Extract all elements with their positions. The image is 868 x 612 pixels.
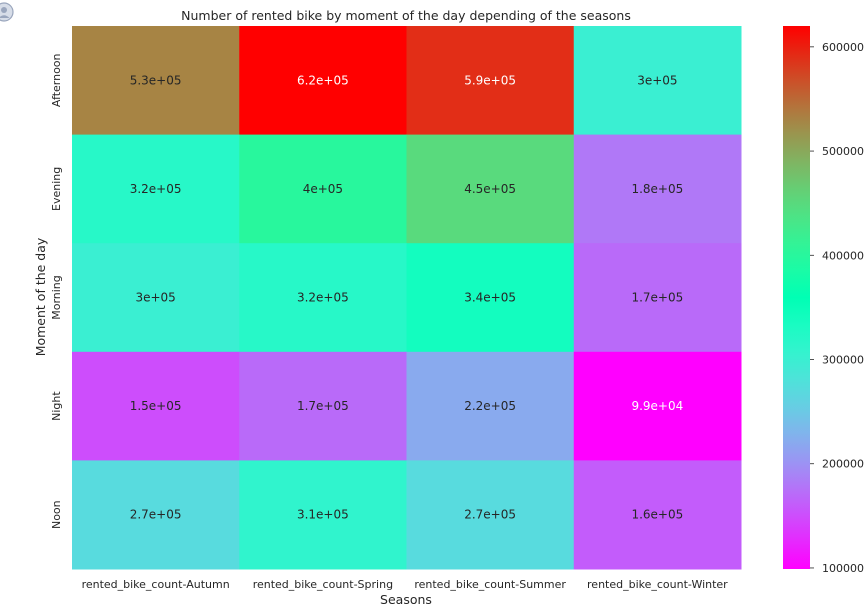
colorbar [783, 26, 810, 569]
cell-annotation: 3.4e+05 [464, 291, 516, 305]
heatmap-cell [72, 351, 240, 461]
heatmap-cell [406, 351, 575, 461]
y-tick-label: Evening [50, 167, 63, 211]
colorbar-tick-labels: 100000 200000 300000 400000 500000 600000 [810, 41, 864, 575]
y-tick-label: Afternoon [50, 53, 63, 107]
heatmap-cell [573, 243, 742, 353]
cell-annotation: 5.3e+05 [130, 73, 182, 87]
cell-annotation: 1.7e+05 [297, 399, 349, 413]
colorbar-tick-label: 300000 [822, 354, 864, 367]
x-tick-label: rented_bike_count-Spring [253, 578, 393, 591]
cell-annotation: 4.5e+05 [464, 182, 516, 196]
colorbar-tick-label: 200000 [822, 458, 864, 471]
y-tick-label: Morning [50, 275, 63, 320]
heatmap-cell [239, 460, 407, 570]
heatmap-cell [406, 460, 575, 570]
cell-annotation: 4e+05 [303, 182, 343, 196]
cell-annotation: 6.2e+05 [297, 73, 349, 87]
heatmap-cell [72, 134, 240, 244]
y-axis-label: Moment of the day [33, 237, 48, 356]
cell-annotation: 3e+05 [637, 73, 677, 87]
y-tick-label: Noon [50, 500, 63, 529]
x-tick-label: rented_bike_count-Autumn [82, 578, 230, 591]
cell-annotation: 5.9e+05 [464, 73, 516, 87]
cell-annotation: 3.2e+05 [297, 291, 349, 305]
colorbar-tick-label: 400000 [822, 249, 864, 262]
x-tick-label: rented_bike_count-Summer [414, 578, 566, 591]
heatmap-cell [72, 26, 240, 136]
cell-annotation: 2.2e+05 [464, 399, 516, 413]
heatmap-cell [406, 243, 575, 353]
y-axis-tick-labels: Afternoon Evening Morning Night Noon [50, 53, 63, 529]
heatmap-cells [72, 26, 742, 570]
heatmap-cell [573, 26, 742, 136]
heatmap-cell [573, 134, 742, 244]
cell-annotation: 1.8e+05 [631, 182, 683, 196]
x-axis-tick-labels: rented_bike_count-Autumn rented_bike_coun… [82, 578, 729, 591]
heatmap-cell [239, 134, 407, 244]
cell-annotation: 3.2e+05 [130, 182, 182, 196]
cell-annotation: 2.7e+05 [130, 508, 182, 522]
cell-annotation: 1.6e+05 [631, 508, 683, 522]
colorbar-tick-label: 600000 [822, 41, 864, 54]
chart-title: Number of rented bike by moment of the d… [181, 8, 631, 23]
x-tick-label: rented_bike_count-Winter [587, 578, 728, 591]
cell-annotations: 5.3e+05 6.2e+05 5.9e+05 3e+05 3.2e+05 4e+05 4.… [130, 73, 684, 521]
x-axis-label: Seasons [380, 592, 432, 607]
heatmap-cell [573, 351, 742, 461]
user-avatar-icon[interactable] [0, 2, 14, 22]
cell-annotation: 1.5e+05 [130, 399, 182, 413]
heatmap-cell [239, 243, 407, 353]
cell-annotation: 9.9e+04 [631, 399, 683, 413]
heatmap-cell [573, 460, 742, 570]
heatmap-cell [239, 351, 407, 461]
cell-annotation: 2.7e+05 [464, 508, 516, 522]
colorbar-tick-label: 500000 [822, 145, 864, 158]
heatmap-cell [72, 460, 240, 570]
cell-annotation: 1.7e+05 [631, 291, 683, 305]
heatmap-cell [72, 243, 240, 353]
colorbar-tick-label: 100000 [822, 562, 864, 575]
heatmap-cell [239, 26, 407, 136]
heatmap-cell [406, 26, 575, 136]
cell-annotation: 3e+05 [135, 291, 175, 305]
cell-annotation: 3.1e+05 [297, 508, 349, 522]
y-tick-label: Night [50, 391, 63, 421]
heatmap-cell [406, 134, 575, 244]
